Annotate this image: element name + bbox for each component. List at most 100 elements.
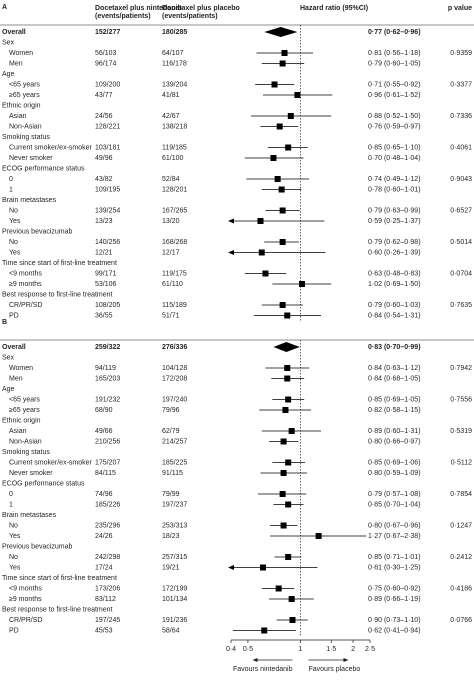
group-label: Best response to first-line treatment — [2, 291, 113, 298]
events: 138/218 — [162, 123, 187, 130]
column-header: Docetaxel plus nintedanib — [95, 5, 182, 12]
p-value: 0·9359 — [450, 50, 472, 57]
overall-diamond — [273, 342, 300, 352]
row-label: CR/PR/SD — [9, 617, 42, 624]
events: 103/181 — [95, 144, 120, 151]
p-value: 0·0704 — [450, 270, 472, 277]
row-label: Asian — [9, 113, 27, 120]
events: 24/56 — [95, 113, 113, 120]
p-value: 0·4061 — [450, 144, 472, 151]
hr-point — [281, 50, 288, 56]
hr-point — [285, 396, 292, 403]
x-axis-label: Favours nintedanib — [233, 666, 293, 673]
x-tick-label: 0·4 — [226, 646, 236, 653]
hr-point — [288, 428, 295, 434]
hr-point — [280, 470, 287, 476]
events: 152/277 — [95, 29, 120, 36]
row-label: <65 years — [9, 81, 40, 88]
p-value: 0·5112 — [451, 459, 472, 466]
group-label: Ethnic origin — [2, 102, 41, 109]
hr-label: 0·85 (0·71–1·01) — [368, 554, 421, 561]
hr-label: 0·79 (0·62–0·98) — [368, 239, 421, 246]
events: 210/256 — [95, 438, 120, 445]
group-label: ECOG performance status — [2, 480, 85, 487]
events: 116/178 — [162, 60, 187, 67]
hr-label: 0·89 (0·66–1·19) — [368, 596, 421, 603]
column-header: (events/patients) — [95, 13, 151, 20]
events: 51/71 — [162, 312, 180, 319]
events: 115/189 — [162, 302, 187, 309]
hr-label: 1·02 (0·69–1·50) — [368, 281, 421, 288]
row-label: Men — [9, 375, 23, 382]
hr-point — [285, 459, 292, 466]
events: 12/17 — [162, 249, 180, 256]
events: 214/257 — [162, 438, 187, 445]
hr-label: 0·75 (0·60–0·92) — [368, 585, 421, 592]
p-value: 0·6527 — [450, 207, 472, 214]
hr-label: 0·62 (0·41–0·94) — [368, 627, 421, 634]
row-label: Yes — [9, 249, 21, 256]
events: 165/203 — [95, 375, 120, 382]
hr-label: 0·82 (0·58–1·15) — [368, 407, 421, 414]
hr-label: 0·59 (0·25–1·37) — [368, 218, 421, 225]
events: 197/240 — [162, 396, 187, 403]
events: 12/21 — [95, 249, 113, 256]
events: 41/81 — [162, 92, 180, 99]
events: 109/195 — [95, 186, 120, 193]
hr-point — [285, 501, 292, 508]
events: 61/100 — [162, 155, 184, 162]
events: 197/237 — [162, 501, 187, 508]
events: 13/20 — [162, 218, 180, 225]
row-label: Non-Asian — [9, 123, 42, 130]
p-value: 0·1247 — [450, 522, 472, 529]
hr-label: 0·84 (0·68–1·05) — [368, 375, 421, 382]
hr-point — [276, 123, 283, 130]
hr-label: 0·85 (0·69–1·05) — [368, 396, 421, 403]
group-label: Sex — [2, 354, 15, 361]
hr-point — [270, 155, 277, 161]
group-label: ECOG performance status — [2, 165, 85, 172]
events: 42/67 — [162, 113, 180, 120]
hr-label: 0·85 (0·69–1·06) — [368, 459, 421, 466]
arrow-head — [252, 658, 258, 662]
events: 96/174 — [95, 60, 117, 67]
events: 45/53 — [95, 627, 113, 634]
hr-label: 0·61 (0·30–1·25) — [368, 564, 421, 571]
events: 49/66 — [95, 428, 113, 435]
overall-diamond — [264, 27, 298, 37]
events: 253/313 — [162, 522, 187, 529]
events: 185/226 — [95, 501, 120, 508]
events: 191/236 — [162, 617, 187, 624]
hr-label: 1·27 (0·67–2·38) — [368, 533, 421, 540]
events: 83/112 — [95, 596, 116, 603]
events: 43/82 — [95, 176, 113, 183]
column-header: Hazard ratio (95%CI) — [300, 5, 368, 12]
hr-point — [299, 281, 306, 287]
row-label: Never smoker — [9, 155, 53, 162]
p-value: 0·5319 — [450, 428, 472, 435]
hr-label: 0·74 (0·49–1·12) — [368, 176, 421, 183]
events: 43/77 — [95, 92, 113, 99]
hr-point — [294, 92, 301, 98]
events: 36/55 — [95, 312, 113, 319]
hr-point — [257, 218, 264, 224]
events: 49/96 — [95, 155, 113, 162]
events: 140/256 — [95, 239, 120, 246]
events: 79/99 — [162, 491, 180, 498]
x-axis-label: Favours placebo — [309, 666, 361, 673]
p-value: 0·7556 — [450, 396, 472, 403]
hr-point — [275, 585, 282, 592]
hr-point — [288, 596, 295, 602]
p-value: 0·2412 — [450, 554, 472, 561]
hr-point — [284, 312, 291, 319]
group-label: Smoking status — [2, 134, 50, 141]
group-label: Ethnic origin — [2, 417, 41, 424]
row-label: Asian — [9, 428, 27, 435]
group-label: Previous bevacizumab — [2, 543, 73, 550]
arrow-head — [343, 658, 349, 662]
events: 172/208 — [162, 375, 187, 382]
events: 139/254 — [95, 207, 120, 214]
events: 104/128 — [162, 365, 187, 372]
panel-letter: A — [2, 4, 7, 11]
